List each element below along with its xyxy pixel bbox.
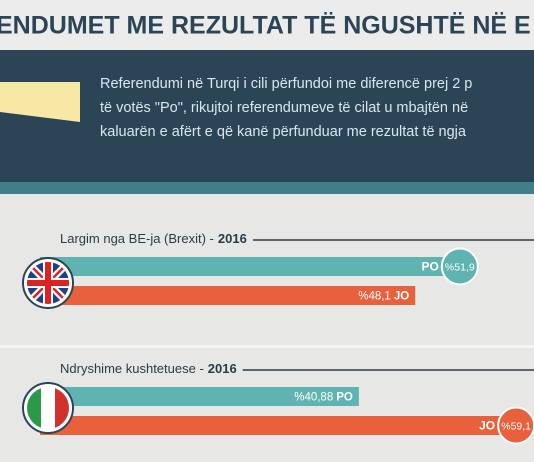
separator bbox=[0, 345, 534, 348]
bar bbox=[40, 257, 445, 276]
section-name: Ndryshime kushtetuese - bbox=[60, 361, 204, 376]
accent-shape bbox=[0, 82, 80, 122]
value-label: %40,88 bbox=[294, 392, 333, 404]
italy-flag bbox=[22, 382, 74, 434]
intro-band bbox=[0, 50, 534, 188]
category-label: JO bbox=[479, 419, 495, 433]
bar bbox=[40, 387, 359, 406]
value-badge bbox=[497, 406, 534, 445]
value-label: %59,1 bbox=[501, 420, 531, 432]
intro-line: Referendumi në Turqi i cili përfundoi me… bbox=[100, 76, 472, 92]
category-label: JO bbox=[394, 291, 409, 303]
bar bbox=[40, 286, 416, 305]
charts: Largim nga BE-ja (Brexit) - 2016 PO %51,9 %4… bbox=[40, 231, 534, 445]
bar bbox=[40, 416, 502, 435]
intro-line: të votës "Po", rikujtoi referendumeve të… bbox=[100, 100, 468, 116]
value-label: %48,1 bbox=[358, 291, 391, 303]
page-title: ENDUMET ME REZULTAT TË NGUSHTË NË E bbox=[0, 12, 531, 40]
uk-flag bbox=[22, 257, 74, 309]
section-title: Ndryshime kushtetuese - 2016 bbox=[60, 361, 237, 376]
value-label: %51,9 bbox=[445, 261, 475, 273]
stripe bbox=[0, 182, 534, 194]
intro-line: kaluarën e afërt e që kanë përfunduar me… bbox=[100, 124, 467, 140]
section-name: Largim nga BE-ja (Brexit) - bbox=[60, 231, 214, 246]
bar-label: %48,1 JO bbox=[358, 291, 409, 303]
title-band bbox=[0, 0, 534, 50]
value-badge bbox=[440, 247, 479, 286]
section-year: 2016 bbox=[218, 231, 247, 246]
section-title: Largim nga BE-ja (Brexit) - 2016 bbox=[60, 231, 247, 246]
section-year: 2016 bbox=[208, 361, 237, 376]
category-label: PO bbox=[421, 260, 438, 274]
bar-label: %40,88 PO bbox=[294, 392, 353, 404]
category-label: PO bbox=[336, 392, 353, 404]
